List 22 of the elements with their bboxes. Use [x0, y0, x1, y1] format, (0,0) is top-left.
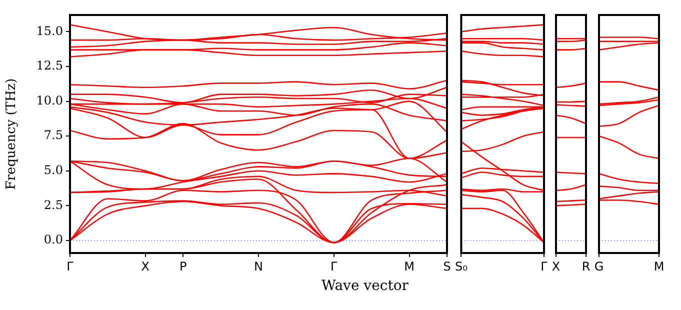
x-tick-label: Γ [330, 259, 338, 274]
x-tick-label: Γ [66, 259, 74, 274]
x-axis-title: Wave vector [320, 278, 410, 294]
x-tick-label: N [254, 259, 263, 274]
y-tick-label: 12.5 [36, 58, 63, 73]
y-tick-label: 0.0 [44, 232, 63, 247]
x-tick-label: G [594, 259, 604, 274]
x-tick-label: P [179, 259, 187, 274]
x-tick-label: Γ [540, 259, 548, 274]
y-tick-label: 5.0 [44, 163, 63, 178]
x-tick-label: M [404, 259, 414, 274]
y-axis-title: Frequency (THz) [4, 78, 20, 190]
x-tick-label: S₀ [454, 259, 468, 274]
x-tick-label: R [582, 259, 590, 274]
y-tick-label: 7.5 [44, 128, 63, 142]
y-tick-label: 10.0 [36, 93, 63, 108]
y-tick-label: 15.0 [36, 24, 63, 38]
x-tick-label: X [552, 259, 560, 274]
y-tick-label: 2.5 [44, 198, 63, 212]
x-tick-label: X [141, 259, 150, 274]
x-tick-label: S [443, 259, 451, 274]
x-tick-label: M [654, 259, 664, 274]
